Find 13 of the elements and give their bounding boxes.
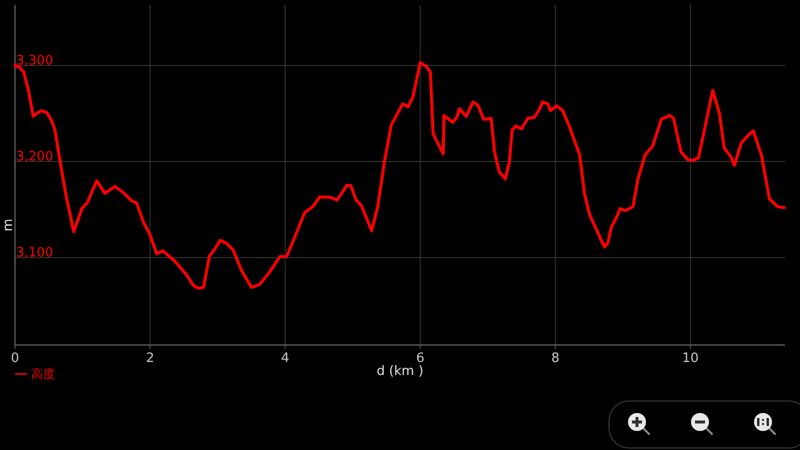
y-tick-label: 3,100 bbox=[16, 246, 54, 261]
x-axis-title: d (km ) bbox=[376, 364, 424, 379]
x-tick-label: 4 bbox=[281, 351, 290, 366]
x-tick-label: 8 bbox=[551, 351, 560, 366]
y-tick-label: 3,200 bbox=[16, 150, 54, 165]
x-tick-label: 2 bbox=[146, 351, 154, 366]
y-tick-label: 3,300 bbox=[16, 54, 54, 69]
y-axis-title: m bbox=[1, 218, 16, 232]
legend-label: 高度 bbox=[31, 367, 55, 381]
x-tick-label: 0 bbox=[10, 351, 20, 366]
x-tick-label: 6 bbox=[416, 351, 424, 366]
legend: 高度 bbox=[15, 367, 55, 381]
x-tick-label: 10 bbox=[682, 351, 699, 366]
